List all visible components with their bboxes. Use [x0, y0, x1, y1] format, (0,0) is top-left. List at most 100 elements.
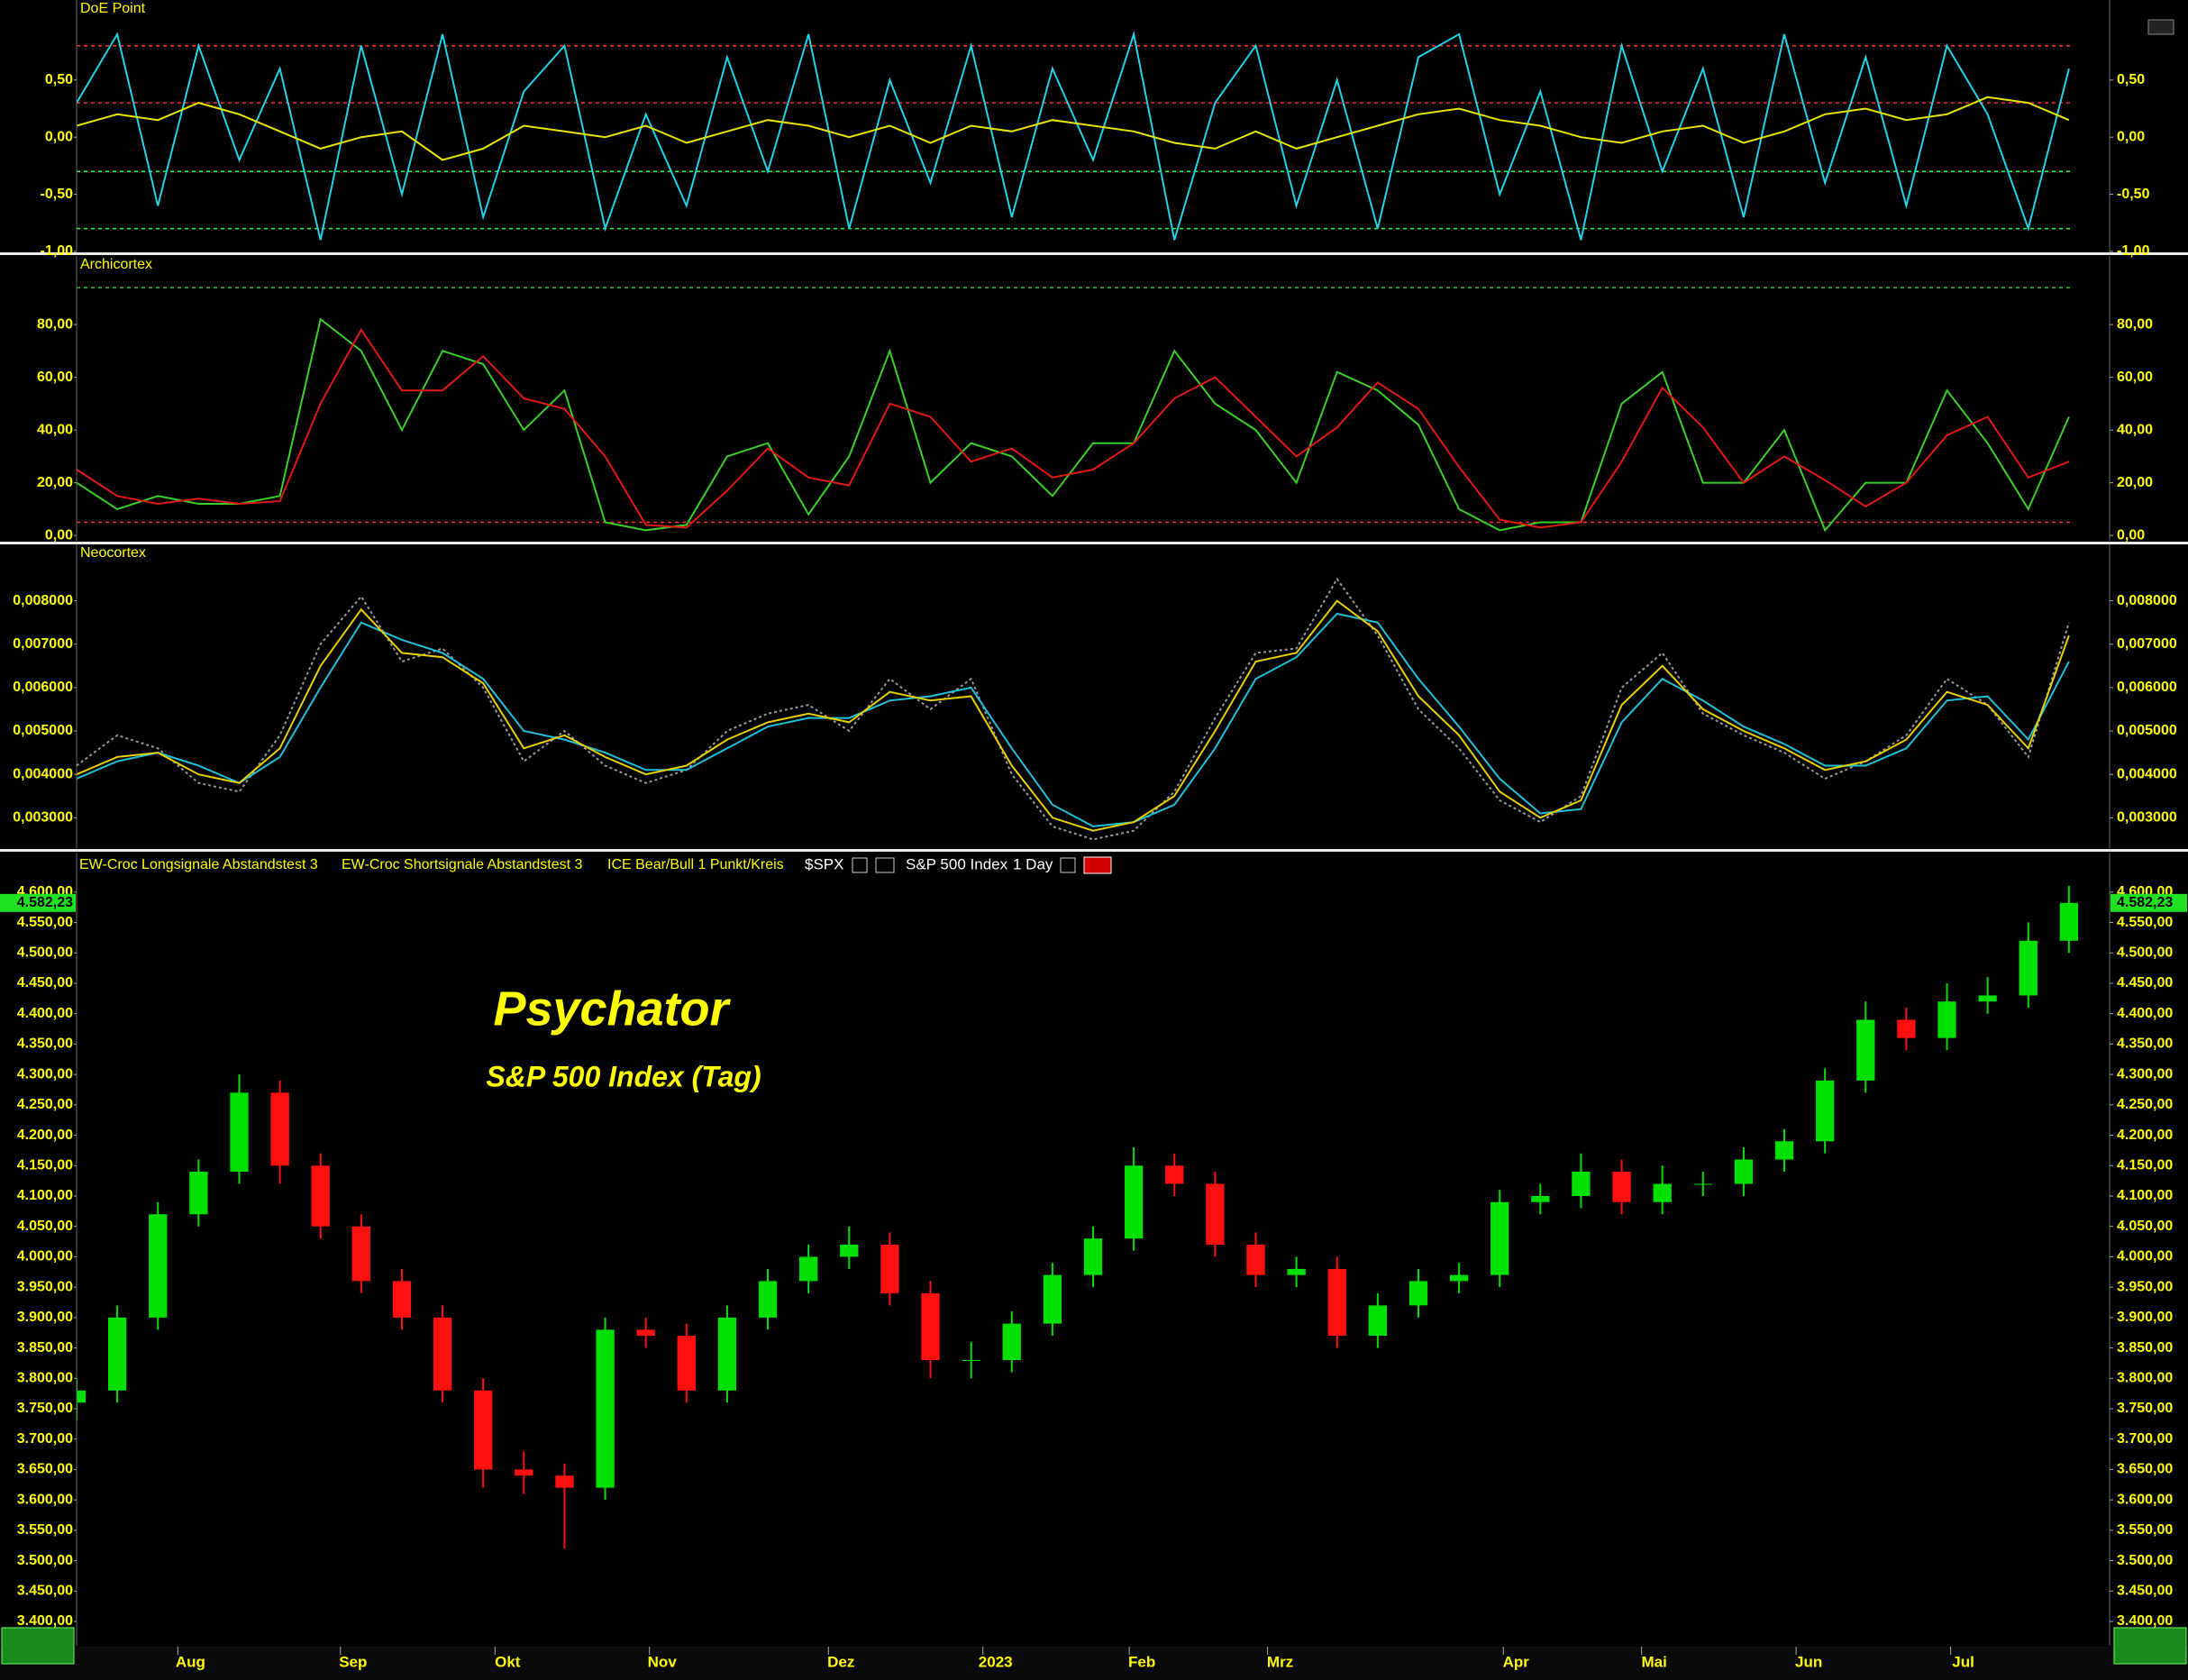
dropdown[interactable] — [875, 857, 895, 873]
y-tick-label: 60,00 — [2117, 370, 2153, 385]
candle-body — [270, 1092, 289, 1166]
candle-body — [392, 1281, 412, 1318]
candle-body — [1002, 1323, 1021, 1361]
plot-area — [77, 577, 2070, 841]
candle-body — [1897, 1019, 1916, 1038]
panel-separator — [0, 849, 2188, 852]
series-line — [77, 317, 2070, 533]
y-tick-label: 4.400,00 — [2117, 1006, 2173, 1021]
candle-body — [596, 1329, 615, 1488]
x-tick-label: Nov — [648, 1653, 678, 1670]
y-tick-label: -0,50 — [2117, 187, 2150, 202]
series-line — [77, 96, 2070, 161]
corner-widget — [2113, 1627, 2187, 1665]
candle-body — [107, 1317, 127, 1391]
series-line — [77, 31, 2070, 241]
y-tick-label: 4.100,00 — [2117, 1188, 2173, 1203]
x-tick-label: Sep — [339, 1653, 367, 1670]
x-tick-label: Aug — [176, 1653, 205, 1670]
candle-body — [1368, 1305, 1387, 1337]
candle-body — [1083, 1238, 1103, 1275]
y-tick-label: 3.600,00 — [17, 1492, 73, 1507]
y-tick-label: 4.150,00 — [2117, 1157, 2173, 1173]
indicator-label: ICE Bear/Bull 1 Punkt/Kreis — [607, 857, 784, 872]
candle-body — [230, 1092, 249, 1173]
y-tick-label: 0,00 — [2117, 527, 2145, 543]
y-tick-label: 4.500,00 — [2117, 945, 2173, 960]
candle-body — [636, 1329, 655, 1337]
record-button[interactable] — [1083, 856, 1112, 874]
y-tick-label: 4.300,00 — [2117, 1066, 2173, 1082]
dropdown[interactable] — [852, 857, 868, 873]
y-tick-label: 4.050,00 — [17, 1219, 73, 1234]
candle-body — [2059, 902, 2079, 941]
y-tick-label: 0,007000 — [2117, 636, 2177, 652]
corner-widget — [1, 1627, 75, 1665]
x-tick-label: Jun — [1795, 1653, 1822, 1670]
candle-body — [1612, 1172, 1631, 1202]
y-tick-label: 4.450,00 — [2117, 975, 2173, 991]
dropdown[interactable] — [1060, 857, 1076, 873]
plot-area — [77, 287, 2074, 533]
y-tick-label: 0,004000 — [13, 766, 73, 781]
y-tick-label: 0,50 — [45, 72, 73, 87]
y-tick-label: 20,00 — [37, 475, 73, 490]
candle-body — [1978, 995, 1997, 1002]
candle-body — [880, 1244, 899, 1293]
y-tick-label: 40,00 — [2117, 422, 2153, 437]
y-tick-label: 3.700,00 — [17, 1431, 73, 1447]
y-tick-label: 3.600,00 — [2117, 1492, 2173, 1507]
y-tick-label: 4.300,00 — [17, 1066, 73, 1082]
y-tick-label: 4.200,00 — [2117, 1128, 2173, 1143]
y-tick-label: 3.650,00 — [2117, 1462, 2173, 1477]
y-tick-label: 3.900,00 — [2117, 1310, 2173, 1325]
x-axis-strip — [0, 1647, 2188, 1680]
x-tick-label: Mai — [1641, 1653, 1666, 1670]
y-tick-label: 3.500,00 — [2117, 1553, 2173, 1568]
y-tick-label: 0,006000 — [2117, 680, 2177, 695]
y-tick-label: -1,00 — [41, 243, 74, 259]
candle-body — [1409, 1281, 1428, 1306]
x-tick-label: Feb — [1128, 1653, 1155, 1670]
x-tick-label: Dez — [827, 1653, 854, 1670]
indicator-label: EW-Croc Longsignale Abstandstest 3 — [79, 857, 318, 872]
y-tick-label: 3.850,00 — [17, 1340, 73, 1356]
y-tick-label: 80,00 — [2117, 316, 2153, 332]
candle-body — [1572, 1172, 1591, 1196]
candle-body — [1043, 1274, 1062, 1324]
plot-area — [77, 886, 2079, 1549]
last-price-label: 4.582,23 — [2117, 895, 2173, 910]
y-tick-label: 0,00 — [45, 129, 73, 144]
series-line — [77, 599, 2070, 832]
y-tick-label: 3.450,00 — [2117, 1584, 2173, 1599]
y-tick-label: 0,50 — [2117, 72, 2145, 87]
candle-body — [1491, 1201, 1509, 1275]
scroll-arrows[interactable] — [2147, 19, 2174, 35]
candle-body — [1165, 1165, 1184, 1184]
indicator-label: EW-Croc Shortsignale Abstandstest 3 — [342, 857, 582, 872]
y-tick-label: 3.800,00 — [2117, 1371, 2173, 1386]
candle-body — [515, 1469, 533, 1476]
candle-body — [962, 1360, 980, 1362]
y-tick-label: -1,00 — [2117, 243, 2150, 259]
y-tick-label: 3.750,00 — [2117, 1401, 2173, 1416]
x-tick-label: Apr — [1503, 1653, 1530, 1670]
panel-separator — [0, 542, 2188, 544]
y-tick-label: 3.450,00 — [17, 1584, 73, 1599]
y-tick-label: 3.950,00 — [2117, 1279, 2173, 1294]
y-tick-label: 4.550,00 — [2117, 915, 2173, 930]
candle-body — [1287, 1268, 1306, 1275]
candle-body — [1206, 1183, 1225, 1245]
y-tick-label: 3.900,00 — [17, 1310, 73, 1325]
candle-body — [1816, 1080, 1835, 1142]
y-tick-label: 4.100,00 — [17, 1188, 73, 1203]
candle-body — [717, 1317, 737, 1391]
interval-label: 1 Day — [1013, 855, 1053, 872]
y-tick-label: 3.550,00 — [2117, 1522, 2173, 1538]
chart-subtitle: S&P 500 Index (Tag) — [486, 1060, 761, 1092]
panel-title: Archicortex — [80, 257, 152, 272]
series-line — [77, 327, 2070, 529]
y-tick-label: 4.350,00 — [2117, 1036, 2173, 1052]
y-tick-label: 4.000,00 — [17, 1249, 73, 1265]
